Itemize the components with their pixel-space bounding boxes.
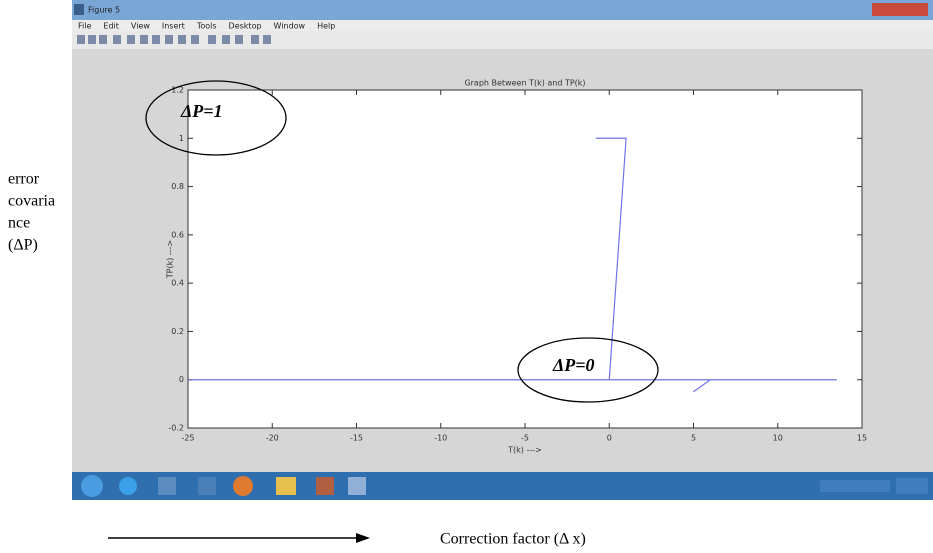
menu-item[interactable]: Window <box>274 22 306 31</box>
y-tick-label: 1 <box>179 134 184 143</box>
caption-line: nce <box>8 215 30 232</box>
menu-item[interactable]: File <box>78 22 91 31</box>
x-tick-label: -20 <box>266 434 279 443</box>
x-axis-label: T(k) ---> <box>507 446 542 455</box>
y-axis-label: TP(k) ---> <box>166 240 175 280</box>
x-tick-label: 0 <box>607 434 612 443</box>
y-caption: error covaria nce (ΔP) <box>8 171 55 254</box>
title-bar <box>72 0 933 20</box>
caption-line: covaria <box>8 193 55 210</box>
x-tick-label: 5 <box>691 434 696 443</box>
x-tick-label: 10 <box>773 434 783 443</box>
y-tick-label: 0.8 <box>171 182 184 191</box>
menu-item[interactable]: Tools <box>196 22 217 31</box>
toolbar-icons <box>77 35 271 44</box>
y-tick-label: 0.2 <box>171 327 184 336</box>
chart: Graph Between T(k) and TP(k) T(k) ---> TP(… <box>166 79 868 455</box>
callout-ellipse <box>517 337 659 403</box>
caption-line: (ΔP) <box>8 237 38 254</box>
arrow-head <box>356 533 370 543</box>
y-tick-label: 0 <box>179 375 184 384</box>
x-tick-label: -5 <box>521 434 529 443</box>
menu-bar <box>72 20 933 31</box>
caption-line: error <box>8 171 40 188</box>
menu: File Edit View Insert Tools Desktop Window Help <box>78 22 335 31</box>
y-tick-label: 1.2 <box>171 86 184 95</box>
menu-item[interactable]: Desktop <box>229 22 262 31</box>
x-caption: Correction factor (Δ x) <box>440 531 586 548</box>
menu-item[interactable]: View <box>131 22 150 31</box>
callout-ellipse <box>145 80 287 156</box>
window-title: Figure 5 <box>88 6 120 15</box>
x-tick-label: -15 <box>350 434 363 443</box>
menu-item[interactable]: Edit <box>103 22 119 31</box>
axes <box>187 89 863 429</box>
chart-title: Graph Between T(k) and TP(k) <box>464 79 585 88</box>
x-tick-label: -10 <box>434 434 447 443</box>
x-tick-label: 15 <box>857 434 867 443</box>
window-icon <box>74 4 84 15</box>
menu-item[interactable]: Help <box>317 22 335 31</box>
menu-item[interactable]: Insert <box>162 22 185 31</box>
annotation: ΔP=1 <box>180 101 223 121</box>
annotation: ΔP=0 <box>552 355 595 375</box>
toolbar <box>72 31 933 49</box>
y-tick-label: 0.4 <box>171 279 184 288</box>
window-controls[interactable] <box>872 3 928 16</box>
line-series <box>188 137 837 393</box>
y-tick-label: -0.2 <box>168 424 184 433</box>
taskbar-icons <box>81 475 928 497</box>
y-tick-label: 0.6 <box>171 230 184 239</box>
x-tick-label: -25 <box>181 434 194 443</box>
